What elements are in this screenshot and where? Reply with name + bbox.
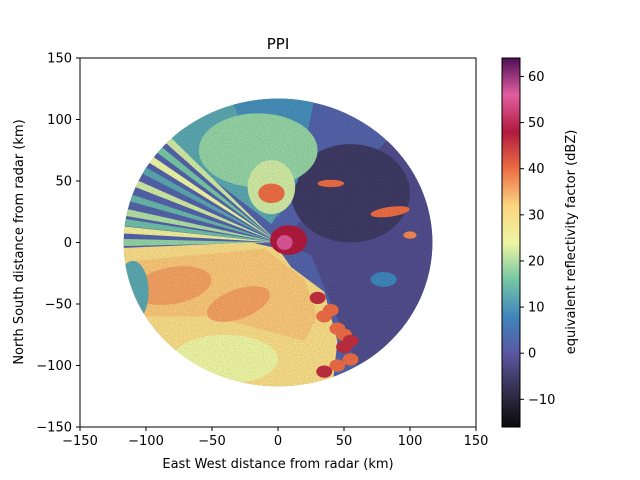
chart-title: PPI xyxy=(267,35,290,53)
colorbar-ticks: −10 0 10 20 30 40 50 60 xyxy=(520,70,555,408)
colorbar-gradient xyxy=(501,57,521,428)
y-tick-label: 50 xyxy=(55,175,72,190)
colorbar-label: equivalent reflectivity factor (dBZ) xyxy=(564,130,579,355)
y-tick-label: 150 xyxy=(47,52,72,67)
colorbar-tick-label: 60 xyxy=(528,70,545,85)
colorbar-tick-label: 50 xyxy=(528,116,545,131)
x-tick-label: −150 xyxy=(62,434,98,449)
colorbar: −10 0 10 20 30 40 50 60 equivalent reflectivity… xyxy=(501,57,579,428)
colorbar-tick-label: 20 xyxy=(528,254,545,269)
y-axis: −150 −100 −50 0 50 100 150 xyxy=(36,52,80,436)
y-tick-label: −50 xyxy=(45,298,72,313)
x-tick-label: 100 xyxy=(398,434,423,449)
y-axis-label: North South distance from radar (km) xyxy=(12,119,27,364)
y-tick-label: 100 xyxy=(47,113,72,128)
x-axis: −150 −100 −50 0 50 100 150 xyxy=(62,427,488,449)
y-tick-label: −150 xyxy=(36,421,72,436)
x-axis-label: East West distance from radar (km) xyxy=(162,457,393,472)
colorbar-tick-label: 10 xyxy=(528,301,545,316)
colorbar-tick-label: 30 xyxy=(528,208,545,223)
colorbar-tick-label: 0 xyxy=(528,347,536,362)
colorbar-tick-label: −10 xyxy=(528,393,555,408)
y-tick-label: 0 xyxy=(64,236,72,251)
x-tick-label: −50 xyxy=(198,434,225,449)
x-tick-label: 50 xyxy=(336,434,353,449)
colorbar-tick-label: 40 xyxy=(528,162,545,177)
x-tick-label: 0 xyxy=(274,434,282,449)
speckle-overlay xyxy=(123,98,433,387)
x-tick-label: 150 xyxy=(464,434,489,449)
x-tick-label: −100 xyxy=(128,434,164,449)
y-tick-label: −100 xyxy=(36,359,72,374)
